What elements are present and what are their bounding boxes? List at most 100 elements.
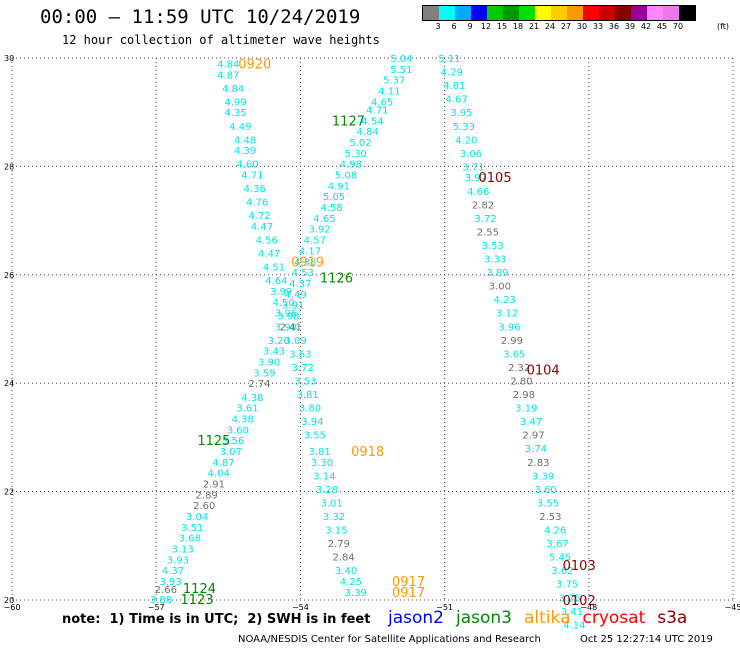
y-tick-label: 26 bbox=[4, 271, 14, 280]
swh-value-label: 3.53 bbox=[482, 241, 504, 252]
swh-value-label: 4.72 bbox=[248, 211, 270, 222]
pass-time-label: 0102 bbox=[563, 594, 596, 609]
swh-value-label: 5.33 bbox=[453, 122, 475, 133]
swh-value-label: 3.41 bbox=[561, 607, 583, 618]
swh-value-label: 4.26 bbox=[544, 526, 566, 537]
swh-value-label: 4.54 bbox=[361, 116, 383, 127]
x-tick-label: −54 bbox=[292, 603, 309, 612]
swh-value-label: 5.51 bbox=[390, 65, 412, 76]
swh-value-label: 3.91 bbox=[282, 301, 304, 312]
swh-value-label: 4.58 bbox=[321, 203, 343, 214]
swh-value-label: 4.11 bbox=[378, 87, 400, 98]
swh-value-label: 4.71 bbox=[241, 171, 263, 182]
legend-label: 27 bbox=[560, 22, 572, 31]
swh-value-label: 3.33 bbox=[484, 255, 506, 266]
legend-swatch bbox=[535, 6, 551, 20]
x-tick-label: −48 bbox=[580, 603, 597, 612]
swh-value-label: 3.98 bbox=[275, 322, 297, 333]
swh-value-label: 2.55 bbox=[477, 227, 499, 238]
swh-value-label: 2.97 bbox=[522, 431, 544, 442]
swh-value-label: 3.99 bbox=[270, 287, 292, 298]
legend-label: 21 bbox=[528, 22, 540, 31]
y-tick-label: 28 bbox=[4, 162, 14, 171]
swh-value-label: 4.76 bbox=[246, 198, 268, 209]
swh-value-label: 4.39 bbox=[234, 146, 256, 157]
pass-time-label: 1126 bbox=[320, 272, 353, 287]
swh-value-label: 3.92 bbox=[308, 225, 330, 236]
color-scale-legend bbox=[422, 5, 696, 21]
swh-value-label: 4.71 bbox=[366, 105, 388, 116]
swh-value-label: 3.43 bbox=[263, 347, 285, 358]
swh-value-label: 3.15 bbox=[325, 526, 347, 537]
legend-swatch bbox=[471, 6, 487, 20]
pass-time-label: 0918 bbox=[351, 445, 384, 460]
swh-value-label: 2.82 bbox=[472, 200, 494, 211]
swh-value-label: 4.23 bbox=[494, 295, 516, 306]
swh-value-label: 3.07 bbox=[220, 447, 242, 458]
swh-value-label: 3.63 bbox=[289, 349, 311, 360]
legend-label: 15 bbox=[496, 22, 508, 31]
swh-value-label: 4.38 bbox=[294, 257, 316, 268]
swh-value-label: 4.87 bbox=[212, 458, 234, 469]
swh-value-label: 5.02 bbox=[349, 138, 371, 149]
swh-value-label: 5.08 bbox=[335, 171, 357, 182]
swh-value-label: 3.01 bbox=[321, 498, 343, 509]
chart-title: 00:00 – 11:59 UTC 10/24/2019 bbox=[40, 6, 361, 28]
swh-value-label: 5.05 bbox=[323, 192, 345, 203]
swh-value-label: 3.89 bbox=[486, 268, 508, 279]
legend-label: 30 bbox=[576, 22, 588, 31]
swh-value-label: 3.04 bbox=[186, 512, 208, 523]
swh-value-label: 5.37 bbox=[383, 76, 405, 87]
x-tick-label: −60 bbox=[4, 603, 21, 612]
legend-label: 6 bbox=[451, 22, 457, 31]
satellite-altika: altika bbox=[524, 608, 571, 628]
swh-value-label: 3.56 bbox=[222, 436, 244, 447]
legend-swatch bbox=[567, 6, 583, 20]
legend-swatch bbox=[615, 6, 631, 20]
swh-value-label: 3.81 bbox=[308, 447, 330, 458]
swh-value-label: 4.49 bbox=[229, 122, 251, 133]
swh-value-label: 4.04 bbox=[208, 469, 230, 480]
pass-time-label: 0919 bbox=[291, 255, 324, 270]
footer-note: note: 1) Time is in UTC; 2) SWH is in fe… bbox=[62, 612, 371, 627]
swh-value-label: 3.12 bbox=[496, 309, 518, 320]
swh-value-label: 3.96 bbox=[275, 309, 297, 320]
swh-value-label: 2.89 bbox=[196, 490, 218, 501]
swh-value-label: 4.84 bbox=[217, 59, 239, 70]
swh-value-label: 3.93 bbox=[159, 577, 181, 588]
swh-value-label: 4.37 bbox=[162, 566, 184, 577]
swh-value-label: 2.98 bbox=[513, 390, 535, 401]
legend-swatch bbox=[599, 6, 615, 20]
legend-swatch bbox=[647, 6, 663, 20]
legend-swatch bbox=[503, 6, 519, 20]
swh-value-label: 4.50 bbox=[272, 298, 294, 309]
swh-value-label: 3.65 bbox=[503, 349, 525, 360]
swh-value-label: 3.20 bbox=[268, 336, 290, 347]
pass-time-label: 1127 bbox=[332, 114, 365, 129]
satellite-jason3: jason3 bbox=[456, 608, 512, 628]
swh-value-label: 3.90 bbox=[258, 358, 280, 369]
color-scale-unit: (ft) bbox=[717, 22, 730, 31]
swh-value-label: 4.53 bbox=[292, 268, 314, 279]
legend-swatch bbox=[439, 6, 455, 20]
swh-value-label: 3.28 bbox=[316, 485, 338, 496]
pass-time-label: 0920 bbox=[238, 57, 271, 72]
swh-value-label: 3.13 bbox=[172, 545, 194, 556]
x-tick-label: −57 bbox=[148, 603, 165, 612]
legend-swatch bbox=[551, 6, 567, 20]
swh-value-label: 3.30 bbox=[311, 458, 333, 469]
pass-time-label: 0104 bbox=[527, 364, 560, 379]
swh-value-label: 3.14 bbox=[313, 471, 335, 482]
swh-value-label: 5.11 bbox=[438, 54, 460, 65]
swh-value-label: 4.37 bbox=[289, 279, 311, 290]
swh-value-label: 3.32 bbox=[323, 512, 345, 523]
legend-swatch bbox=[519, 6, 535, 20]
swh-value-label: 4.29 bbox=[441, 68, 463, 79]
legend-label: 42 bbox=[640, 22, 652, 31]
swh-value-label: 4.49 bbox=[284, 290, 306, 301]
swh-value-label: 2.84 bbox=[333, 553, 355, 564]
legend-label: 45 bbox=[656, 22, 668, 31]
legend-swatch bbox=[631, 6, 647, 20]
legend-label: 36 bbox=[608, 22, 620, 31]
